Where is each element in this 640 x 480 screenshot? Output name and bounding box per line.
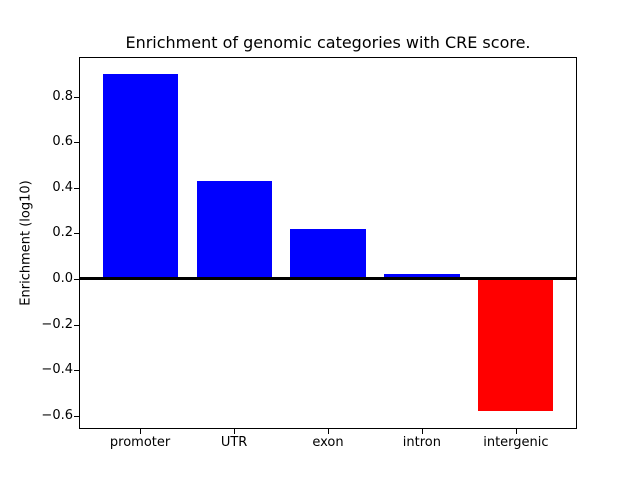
zero-line bbox=[80, 277, 576, 281]
x-tick-label: intergenic bbox=[483, 435, 549, 450]
x-tick-mark bbox=[234, 429, 236, 434]
x-tick-mark bbox=[515, 429, 517, 434]
bar-promoter bbox=[102, 73, 178, 279]
bar-intron bbox=[384, 274, 460, 279]
y-tick-mark bbox=[74, 324, 79, 326]
bar-intergenic bbox=[478, 278, 554, 412]
y-tick-label: 0.2 bbox=[52, 225, 73, 241]
y-tick-label: 0.6 bbox=[52, 134, 73, 150]
plot-area bbox=[79, 57, 577, 429]
y-tick-label: −0.6 bbox=[41, 407, 73, 423]
y-tick-mark bbox=[74, 142, 79, 144]
y-tick-mark bbox=[74, 187, 79, 189]
x-tick-mark bbox=[421, 429, 423, 434]
y-tick-label: −0.2 bbox=[41, 316, 73, 332]
x-tick-mark bbox=[140, 429, 142, 434]
x-tick-mark bbox=[328, 429, 329, 434]
y-tick-label: −0.4 bbox=[41, 362, 73, 378]
y-tick-label: 0.0 bbox=[52, 270, 73, 286]
y-tick-mark bbox=[74, 278, 79, 280]
y-tick-mark bbox=[74, 370, 79, 372]
y-tick-mark bbox=[74, 96, 79, 98]
y-axis-label: Enrichment (log10) bbox=[18, 180, 34, 306]
chart-title: Enrichment of genomic categories with CR… bbox=[125, 33, 531, 52]
y-tick-label: 0.4 bbox=[52, 179, 73, 195]
x-tick-label: UTR bbox=[220, 435, 248, 450]
x-tick-label: exon bbox=[312, 435, 344, 450]
bar-UTR bbox=[196, 180, 272, 279]
bar-exon bbox=[290, 228, 366, 279]
y-tick-label: 0.8 bbox=[52, 88, 73, 104]
x-tick-label: promoter bbox=[109, 435, 171, 450]
y-tick-mark bbox=[74, 233, 79, 235]
x-tick-label: intron bbox=[402, 435, 441, 450]
y-tick-mark bbox=[74, 415, 79, 417]
